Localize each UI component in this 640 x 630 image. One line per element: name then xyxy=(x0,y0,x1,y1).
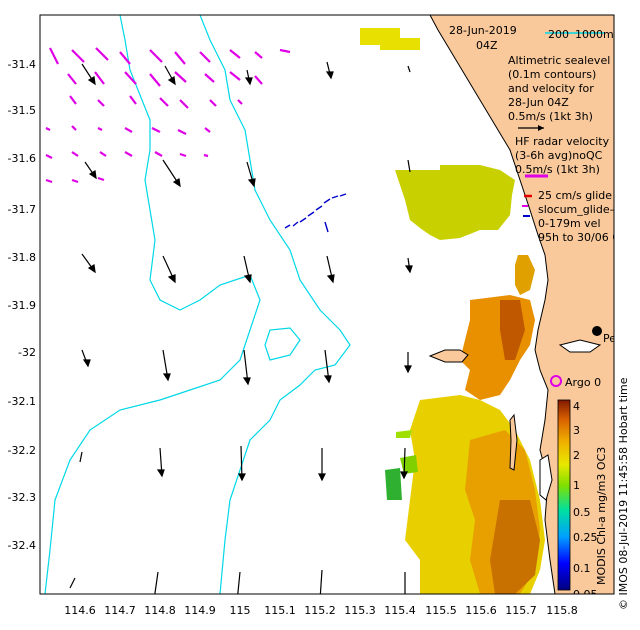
x-axis: 114.6 114.7 114.8 114.9 115 115.1 115.2 … xyxy=(64,604,578,617)
isobath-1000m xyxy=(44,15,261,594)
y-tick: -32.1 xyxy=(8,395,36,408)
legend-altimetric-3: and velocity for xyxy=(508,82,594,95)
legend-glider-1: 25 cm/s glide xyxy=(538,189,612,202)
x-tick: 115.8 xyxy=(546,604,578,617)
legend-altimetric-5: 0.5m/s (1kt 3h) xyxy=(508,110,593,123)
peel-inlet xyxy=(539,454,553,501)
y-tick: -31.7 xyxy=(8,203,36,216)
colorbar-tick: 1 xyxy=(573,479,580,492)
isobath-200m xyxy=(199,15,351,594)
x-tick: 114.8 xyxy=(144,604,176,617)
x-tick: 115.2 xyxy=(304,604,336,617)
colorbar-tick: 0.1 xyxy=(573,562,591,575)
legend-altimetry-arrowhead xyxy=(538,125,544,131)
y-tick: -32 xyxy=(18,346,36,359)
x-tick: 114.7 xyxy=(104,604,136,617)
y-axis: -31.4 -31.5 -31.6 -31.7 -31.8 -31.9 -32 … xyxy=(8,58,36,552)
colorbar-tick: 3 xyxy=(573,424,580,437)
legend-hf-3: 0.5m/s (1kt 3h) xyxy=(515,163,600,176)
perth-marker xyxy=(592,326,602,336)
y-tick: -32.2 xyxy=(8,444,36,457)
garden-island xyxy=(509,413,518,471)
scale-label-1000: 1000m xyxy=(575,28,614,41)
colorbar-tick: 0.05 xyxy=(573,588,598,601)
y-tick: -31.6 xyxy=(8,152,36,165)
y-tick: -31.5 xyxy=(8,104,36,117)
argo-marker xyxy=(550,375,562,387)
y-tick: -32.3 xyxy=(8,491,36,504)
x-tick: 115.6 xyxy=(465,604,497,617)
x-tick: 115.5 xyxy=(425,604,457,617)
rottnest-island xyxy=(428,349,469,363)
x-tick: 114.9 xyxy=(184,604,216,617)
y-tick: -31.9 xyxy=(8,299,36,312)
city-label-perth: Perth xyxy=(603,332,632,345)
legend-altimetric-2: (0.1m contours) xyxy=(508,68,596,81)
legend-altimetric-1: Altimetric sealevel xyxy=(508,54,610,67)
glider-track xyxy=(284,193,347,233)
colorbar xyxy=(557,399,571,591)
chl-patch-south-deep xyxy=(490,500,540,594)
isobath-loop xyxy=(264,327,301,361)
x-tick: 115.3 xyxy=(344,604,376,617)
legend-altimetric-4: 28-Jun 04Z xyxy=(508,96,569,109)
colorbar-tick: 0.5 xyxy=(573,506,591,519)
map-time-title: 04Z xyxy=(476,39,498,52)
chlorophyll-layer xyxy=(360,28,545,594)
map-date-title: 28-Jun-2019 xyxy=(449,24,517,37)
legend-glider-4: 95h to 30/06 03Z xyxy=(538,231,634,244)
x-tick: 115.4 xyxy=(384,604,416,617)
chl-patch-central xyxy=(395,165,515,240)
colorbar-tick: 2 xyxy=(573,449,580,462)
y-tick: -32.4 xyxy=(8,539,36,552)
legend-hf-1: HF radar velocity xyxy=(515,135,610,148)
x-tick: 115 xyxy=(230,604,251,617)
legend-hf-2: (3-6h avg)noQC xyxy=(515,149,603,162)
chl-patch-north xyxy=(360,28,420,50)
isobaths xyxy=(44,15,351,594)
x-tick: 115.1 xyxy=(264,604,296,617)
credit-text: © IMOS 08-Jul-2019 11:45:58 Hobart time xyxy=(617,377,630,610)
colorbar-tick: 0.25 xyxy=(573,531,598,544)
x-tick: 115.7 xyxy=(505,604,537,617)
swan-river xyxy=(558,339,602,353)
argo-label: Argo 0 xyxy=(565,376,601,389)
y-tick: -31.8 xyxy=(8,251,36,264)
y-tick: -31.4 xyxy=(8,58,36,71)
colorbar-title: MODIS Chl-a mg/m3 OC3 xyxy=(595,447,608,585)
plot-frame xyxy=(39,14,615,595)
altimetry-vectors xyxy=(69,61,413,594)
chl-patch-green xyxy=(385,468,402,500)
chl-patch-lightgreen2 xyxy=(396,430,412,438)
colorbar-tick: 4 xyxy=(573,400,580,413)
colorbar-ticks: 4 3 2 1 0.5 0.25 0.1 0.05 xyxy=(573,400,598,601)
legend-glider-3: 0-179m vel xyxy=(538,217,601,230)
legend-glider-2: slocum_glide–0m xyxy=(538,203,633,216)
chl-patch-coastal xyxy=(515,255,535,295)
chl-patch-south-peak xyxy=(500,300,525,360)
hf-radar-vectors xyxy=(45,47,291,184)
scale-label-200: 200 xyxy=(548,28,569,41)
x-tick: 114.6 xyxy=(64,604,96,617)
